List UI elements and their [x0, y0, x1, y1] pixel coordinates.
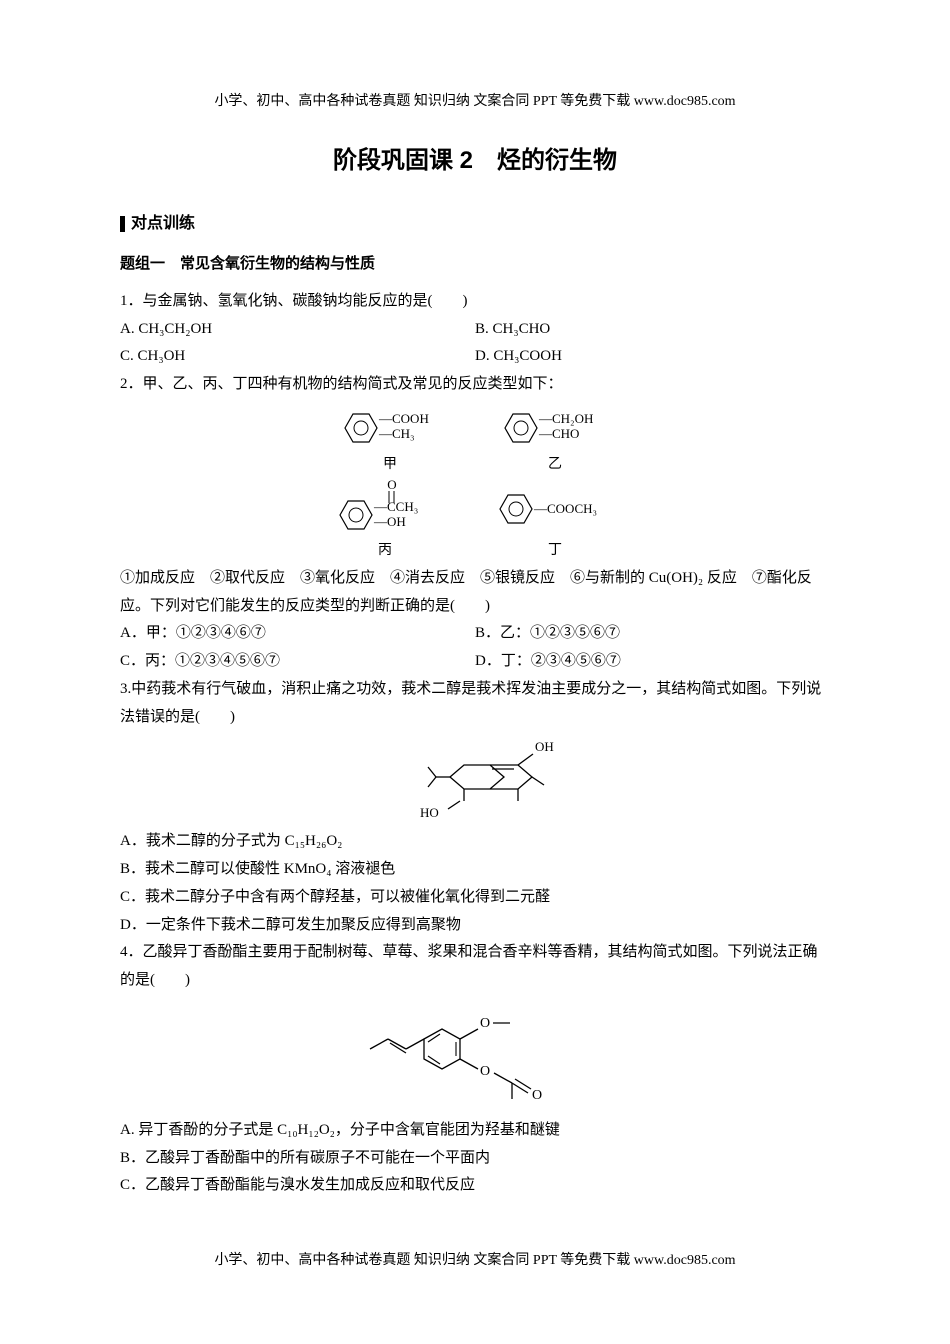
page-title: 阶段巩固课 2 烃的衍生物	[120, 140, 830, 175]
q3-oh2: HO	[420, 805, 439, 820]
q1-options: A. CH₃CH₂OH B. CH₃CHO C. CH₃OH D. CH₃COO…	[120, 316, 830, 372]
mol-bing-label: 丙	[330, 539, 440, 559]
q3-option-a: A．莪术二醇的分子式为 C₁₅H₂₆O₂	[120, 828, 830, 856]
q4-option-b: B．乙酸异丁香酚酯中的所有碳原子不可能在一个平面内	[120, 1145, 830, 1173]
q2-option-b: B．乙：①②③⑤⑥⑦	[475, 620, 830, 648]
q2-stem: 2．甲、乙、丙、丁四种有机物的结构简式及常见的反应类型如下：	[120, 371, 830, 399]
mol-ding-label: 丁	[490, 539, 620, 559]
q1-option-b: B. CH₃CHO	[475, 316, 830, 344]
q3-figure: OH HO	[120, 737, 830, 822]
q1-option-c: C. CH₃OH	[120, 343, 475, 371]
mol-bing-l1: —CCH₃	[373, 499, 418, 514]
mol-ding-l1: —COOCH₃	[533, 501, 597, 516]
q4-o1: O	[480, 1016, 490, 1031]
mol-yi: —CH₂OH —CHO 乙	[495, 405, 615, 473]
page-footer: 小学、初中、高中各种试卷真题 知识归纳 文案合同 PPT 等免费下载 www.d…	[0, 1249, 950, 1269]
q2-option-c: C．丙：①②③④⑤⑥⑦	[120, 648, 475, 676]
mol-ding: —COOCH₃ 丁	[490, 477, 620, 559]
q3-option-d: D．一定条件下莪术二醇可发生加聚反应得到高聚物	[120, 912, 830, 940]
q3-stem: 3.中药莪术有行气破血，消积止痛之功效，莪术二醇是莪术挥发油主要成分之一，其结构…	[120, 676, 830, 732]
q1-option-d: D. CH₃COOH	[475, 343, 830, 371]
group-title: 题组一 常见含氧衍生物的结构与性质	[120, 250, 830, 278]
q2-options: A．甲：①②③④⑥⑦ B．乙：①②③⑤⑥⑦ C．丙：①②③④⑤⑥⑦ D．丁：②③…	[120, 620, 830, 676]
q4-figure: O O O	[120, 1001, 830, 1111]
mol-bing-o: O	[387, 477, 396, 492]
page-header: 小学、初中、高中各种试卷真题 知识归纳 文案合同 PPT 等免费下载 www.d…	[0, 90, 950, 110]
q4-o3: O	[532, 1088, 542, 1103]
q2-figure: —COOH —CH₃ 甲 —CH₂OH —CHO 乙 O	[120, 405, 830, 559]
q1-stem: 1．与金属钠、氢氧化钠、碳酸钠均能反应的是( )	[120, 288, 830, 316]
mol-yi-label: 乙	[495, 453, 615, 473]
mol-bing-l2: —OH	[373, 514, 406, 529]
q4-stem: 4．乙酸异丁香酚酯主要用于配制树莓、草莓、浆果和混合香辛料等香精，其结构简式如图…	[120, 939, 830, 995]
mol-jia: —COOH —CH₃ 甲	[335, 405, 445, 473]
q3-option-b: B．莪术二醇可以使酸性 KMnO₄ 溶液褪色	[120, 856, 830, 884]
mol-bing: O —CCH₃ —OH 丙	[330, 477, 440, 559]
q1-option-a: A. CH₃CH₂OH	[120, 316, 475, 344]
mol-jia-l2: —CH₃	[378, 426, 415, 441]
q3-oh1: OH	[535, 739, 554, 754]
document-body: 阶段巩固课 2 烃的衍生物 对点训练 题组一 常见含氧衍生物的结构与性质 1．与…	[120, 140, 830, 1200]
q4-option-a: A. 异丁香酚的分子式是 C₁₀H₁₂O₂，分子中含氧官能团为羟基和醚键	[120, 1117, 830, 1145]
q3-option-c: C．莪术二醇分子中含有两个醇羟基，可以被催化氧化得到二元醛	[120, 884, 830, 912]
q2-option-a: A．甲：①②③④⑥⑦	[120, 620, 475, 648]
q4-option-c: C．乙酸异丁香酚酯能与溴水发生加成反应和取代反应	[120, 1172, 830, 1200]
mol-jia-l1: —COOH	[378, 411, 429, 426]
q2-option-d: D．丁：②③④⑤⑥⑦	[475, 648, 830, 676]
mol-jia-label: 甲	[335, 453, 445, 473]
mol-yi-l2: —CHO	[538, 426, 579, 441]
section-label: 对点训练	[120, 216, 195, 232]
q2-list: ①加成反应 ②取代反应 ③氧化反应 ④消去反应 ⑤银镜反应 ⑥与新制的 Cu(O…	[120, 565, 830, 621]
q4-o2: O	[480, 1064, 490, 1079]
mol-yi-l1: —CH₂OH	[538, 411, 593, 426]
